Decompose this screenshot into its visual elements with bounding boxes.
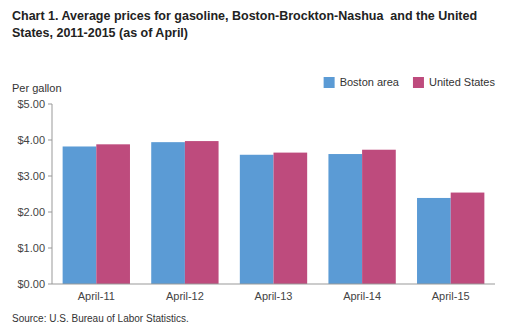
y-tick-label: $3.00 xyxy=(17,170,45,182)
y-tick-label: $4.00 xyxy=(17,134,45,146)
legend: United States Boston area xyxy=(324,76,496,88)
y-tick xyxy=(48,248,52,249)
title: Chart 1. Average prices for gasoline, Bo… xyxy=(12,9,481,40)
y-axis-line xyxy=(52,104,53,284)
x-tick-label: April-15 xyxy=(432,290,470,302)
bar xyxy=(185,141,219,284)
y-tick-label: $2.00 xyxy=(17,206,45,218)
bar xyxy=(328,154,362,284)
legend-label: Boston area xyxy=(340,76,400,88)
legend-swatch xyxy=(324,77,335,88)
x-axis-line xyxy=(52,284,495,285)
bar xyxy=(362,150,396,284)
bar xyxy=(63,146,97,284)
legend-label: United States xyxy=(429,76,496,88)
y-tick xyxy=(48,284,52,285)
title-line: Chart 1. Average prices for gasoline, Bo… xyxy=(12,9,481,23)
source-note: Source: U.S. Bureau of Labor Statistics. xyxy=(12,313,189,324)
y-axis-label: Per gallon xyxy=(12,82,62,94)
bar xyxy=(451,193,485,284)
y-tick xyxy=(48,212,52,213)
x-tick-label: April-11 xyxy=(78,290,115,302)
y-tick xyxy=(48,176,52,177)
bar xyxy=(417,198,451,284)
x-tick-label: April-12 xyxy=(166,290,204,302)
bar xyxy=(151,142,185,284)
bar xyxy=(274,153,308,284)
x-tick-label: April-13 xyxy=(255,290,293,302)
y-tick-label: $5.00 xyxy=(17,98,45,110)
bar xyxy=(96,144,130,284)
title-line: States, 2011-2015 (as of April) xyxy=(12,26,188,40)
bars xyxy=(63,141,485,284)
y-tick xyxy=(48,140,52,141)
y-tick-label: $0.00 xyxy=(17,278,45,290)
x-tick-label: April-14 xyxy=(343,290,381,302)
y-tick-label: $1.00 xyxy=(17,242,45,254)
chart: Chart 1. Average prices for gasoline, Bo… xyxy=(0,0,509,330)
bar xyxy=(240,155,274,284)
y-tick xyxy=(48,104,52,105)
legend-swatch xyxy=(413,77,424,88)
